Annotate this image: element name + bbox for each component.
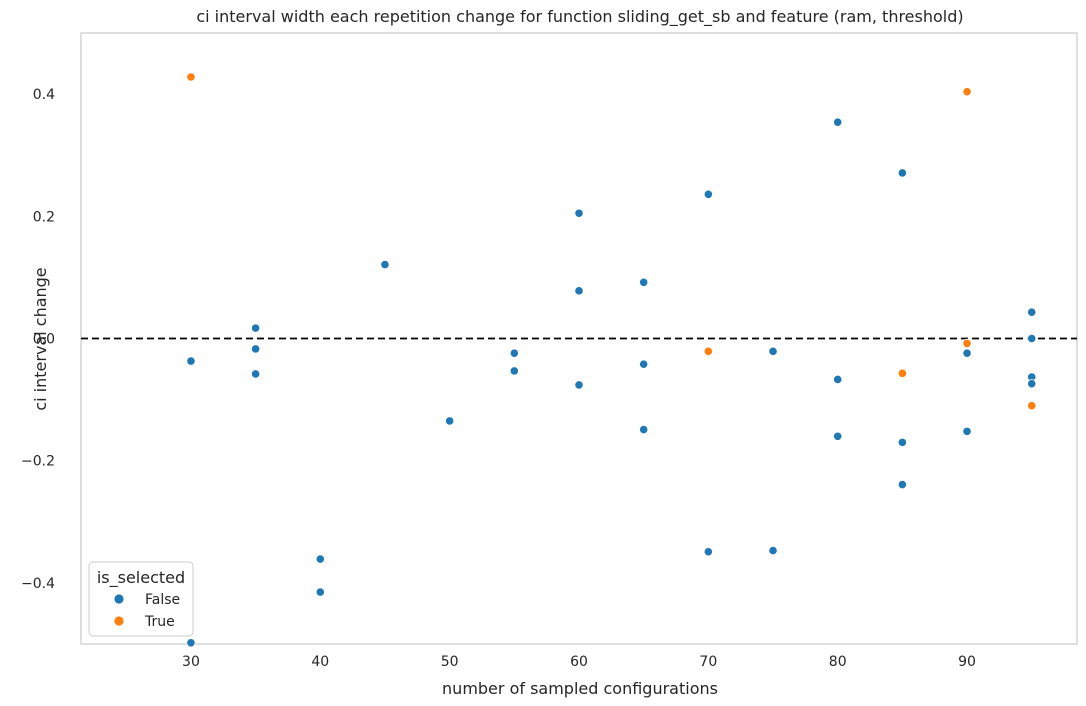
- legend-items: False True: [113, 592, 180, 630]
- point-false: [186, 356, 196, 366]
- point-false: [1027, 307, 1037, 317]
- data-points: [186, 72, 1037, 648]
- x-tick-label: 50: [441, 654, 459, 670]
- point-false: [833, 117, 843, 127]
- point-false: [1027, 379, 1037, 389]
- point-false: [833, 431, 843, 441]
- point-false: [768, 545, 778, 556]
- point-false: [1027, 333, 1037, 344]
- legend-title: is_selected: [97, 568, 185, 588]
- y-tick-label: −0.2: [21, 454, 55, 470]
- point-true: [186, 72, 196, 82]
- point-false: [251, 344, 261, 354]
- x-tick-label: 60: [570, 654, 588, 670]
- point-true: [897, 368, 907, 378]
- point-false: [574, 208, 584, 218]
- x-axis-label: number of sampled configurations: [442, 679, 718, 698]
- point-true: [703, 346, 713, 356]
- y-tick-label: 0.4: [33, 87, 55, 103]
- point-false: [315, 587, 325, 597]
- legend-label-true: True: [144, 614, 175, 630]
- point-false: [833, 374, 843, 385]
- y-tick-label: 0.2: [33, 209, 55, 225]
- y-axis-ticks: −0.4 −0.2 0.0 0.2 0.4: [21, 87, 55, 592]
- y-tick-label: −0.4: [21, 576, 55, 592]
- chart-title: ci interval width each repetition change…: [196, 7, 963, 27]
- point-true: [962, 87, 972, 97]
- x-tick-label: 70: [699, 654, 717, 670]
- x-tick-label: 40: [311, 654, 329, 670]
- point-false: [768, 346, 778, 356]
- point-false: [703, 189, 713, 199]
- point-false: [897, 437, 907, 447]
- point-false: [509, 366, 519, 376]
- point-false: [897, 168, 907, 178]
- point-true: [1027, 401, 1037, 411]
- point-false: [380, 259, 390, 270]
- point-true: [962, 338, 972, 348]
- y-axis-label: ci interval change: [31, 267, 50, 410]
- point-false: [445, 416, 455, 426]
- point-false: [962, 426, 972, 436]
- legend-label-false: False: [145, 592, 180, 608]
- point-false: [962, 348, 972, 358]
- x-tick-label: 90: [958, 654, 976, 670]
- point-false: [703, 547, 713, 557]
- point-false: [639, 277, 649, 287]
- y-tick-label: 0.0: [33, 332, 55, 348]
- point-false: [574, 286, 584, 296]
- x-tick-label: 80: [829, 654, 847, 670]
- point-false: [639, 359, 649, 369]
- point-false: [251, 323, 261, 333]
- x-axis-ticks: 30 40 50 60 70 80 90: [182, 654, 976, 670]
- point-false: [897, 479, 907, 490]
- legend-marker-true: [113, 615, 125, 627]
- legend: is_selected False True: [88, 561, 194, 637]
- point-false: [315, 554, 325, 564]
- point-false: [639, 424, 649, 435]
- point-false: [574, 380, 584, 390]
- point-false: [251, 369, 261, 379]
- point-false: [186, 638, 196, 648]
- x-tick-label: 30: [182, 654, 200, 670]
- point-false: [509, 348, 519, 358]
- legend-marker-false: [113, 593, 125, 605]
